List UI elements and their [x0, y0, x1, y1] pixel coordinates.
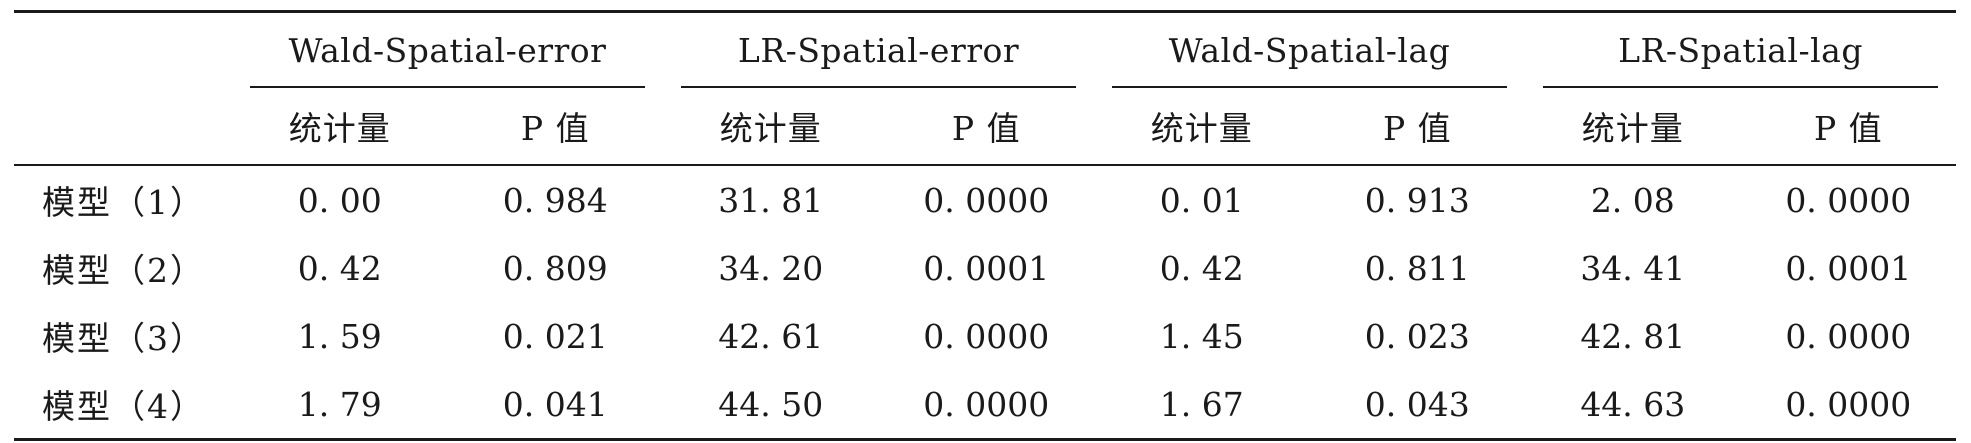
- corner-cell: [14, 12, 232, 89]
- table-cell: 0. 0000: [923, 384, 1050, 424]
- table-row: 模型（2） 0. 42 0. 809 34. 20 0. 0001 0. 42 …: [14, 234, 1956, 302]
- table-cell: 0. 0000: [1785, 384, 1912, 424]
- group-header-lr-spatial-lag: LR-Spatial-lag: [1525, 12, 1956, 88]
- table-cell: 44. 63: [1580, 384, 1686, 424]
- table-row: 模型（3） 1. 59 0. 021 42. 61 0. 0000 1. 45 …: [14, 302, 1956, 370]
- table-cell: 1. 67: [1159, 384, 1244, 424]
- group-underline: [1543, 86, 1939, 88]
- subheader-row: 统计量 P 值 统计量 P 值 统计量 P 值 统计量 P 值: [14, 88, 1956, 165]
- table-row: 模型（4） 1. 79 0. 041 44. 50 0. 0000 1. 67 …: [14, 370, 1957, 440]
- subheader-empty: [14, 88, 232, 165]
- table-cell: 0. 041: [502, 384, 608, 424]
- table-cell: 0. 043: [1364, 384, 1470, 424]
- table-cell: 1. 79: [297, 384, 382, 424]
- table-cell: 2. 08: [1590, 180, 1675, 220]
- subheader-statistic: 统计量: [1150, 109, 1253, 148]
- group-header-lr-spatial-error: LR-Spatial-error: [663, 12, 1094, 88]
- table-cell: 0. 01: [1159, 180, 1244, 220]
- group-header-label: Wald-Spatial-error: [288, 31, 607, 70]
- table-cell: 31. 81: [718, 180, 824, 220]
- subheader-p-value: P 值: [951, 109, 1021, 148]
- group-header-label: LR-Spatial-lag: [1618, 31, 1863, 70]
- subheader-p-value: P 值: [1813, 109, 1883, 148]
- subheader-statistic: 统计量: [1581, 109, 1684, 148]
- group-header-label: LR-Spatial-error: [737, 31, 1020, 70]
- table-cell: 34. 41: [1580, 248, 1686, 288]
- table-cell: 34. 20: [718, 248, 824, 288]
- table-cell: 0. 0000: [1785, 180, 1912, 220]
- subheader-p-value: P 值: [1382, 109, 1452, 148]
- group-underline: [1112, 86, 1508, 88]
- table-cell: 0. 984: [502, 180, 608, 220]
- row-label: 模型（2）: [42, 251, 205, 290]
- subheader-statistic: 统计量: [288, 109, 391, 148]
- group-underline: [250, 86, 646, 88]
- table-cell: 0. 023: [1364, 316, 1470, 356]
- table-cell: 0. 42: [1159, 248, 1244, 288]
- table-cell: 1. 59: [297, 316, 382, 356]
- table-cell: 0. 0000: [1785, 316, 1912, 356]
- table-cell: 1. 45: [1159, 316, 1244, 356]
- table-row: 模型（1） 0. 00 0. 984 31. 81 0. 0000 0. 01 …: [14, 165, 1957, 234]
- subheader-p-value: P 值: [520, 109, 590, 148]
- table-cell: 0. 0000: [923, 316, 1050, 356]
- row-label: 模型（4）: [42, 387, 205, 426]
- table-cell: 0. 021: [502, 316, 608, 356]
- subheader-statistic: 统计量: [719, 109, 822, 148]
- table-cell: 0. 0001: [1785, 248, 1912, 288]
- table-cell: 42. 61: [718, 316, 824, 356]
- table-cell: 44. 50: [718, 384, 824, 424]
- table-cell: 0. 00: [297, 180, 382, 220]
- table-cell: 0. 809: [502, 248, 608, 288]
- table-cell: 0. 811: [1364, 248, 1470, 288]
- table-cell: 0. 0001: [923, 248, 1050, 288]
- results-table: Wald-Spatial-error LR-Spatial-error Wald…: [14, 10, 1957, 441]
- row-label: 模型（1）: [42, 183, 205, 222]
- row-label: 模型（3）: [42, 319, 205, 358]
- table-cell: 42. 81: [1580, 316, 1686, 356]
- table-cell: 0. 913: [1364, 180, 1470, 220]
- table-cell: 0. 42: [297, 248, 382, 288]
- group-header-row: Wald-Spatial-error LR-Spatial-error Wald…: [14, 11, 1957, 89]
- group-header-wald-spatial-error: Wald-Spatial-error: [232, 12, 663, 88]
- group-header-label: Wald-Spatial-lag: [1168, 31, 1451, 70]
- group-underline: [681, 86, 1077, 88]
- group-header-wald-spatial-lag: Wald-Spatial-lag: [1094, 12, 1525, 88]
- table-cell: 0. 0000: [923, 180, 1050, 220]
